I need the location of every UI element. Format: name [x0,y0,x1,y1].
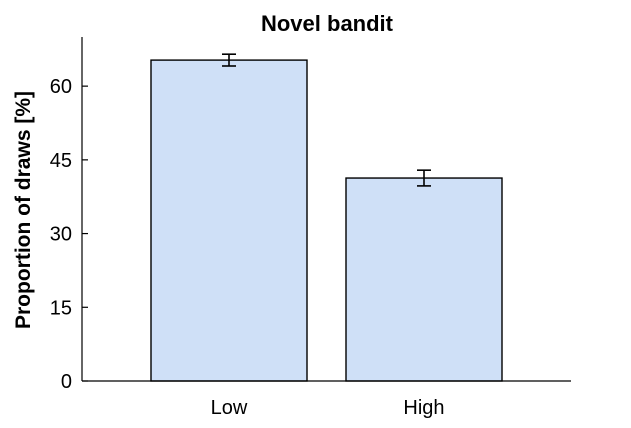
y-tick-label: 60 [50,76,72,98]
y-tick-label: 45 [50,150,72,172]
bars-layer [150,59,503,382]
bar-low [150,59,308,382]
y-ticks: 0 15 30 45 60 [50,76,88,393]
x-tick-label: Low [211,397,248,419]
y-tick-label: 15 [50,297,72,319]
x-tick-label: High [403,397,444,419]
bar-high [345,177,503,382]
chart-title: Novel bandit [261,11,394,36]
y-axis-label: Proportion of draws [%] [12,91,35,329]
y-tick-label: 30 [50,224,72,246]
x-ticks: Low High [211,397,445,419]
y-tick-label: 0 [61,371,72,393]
error-bars-layer [222,53,431,187]
